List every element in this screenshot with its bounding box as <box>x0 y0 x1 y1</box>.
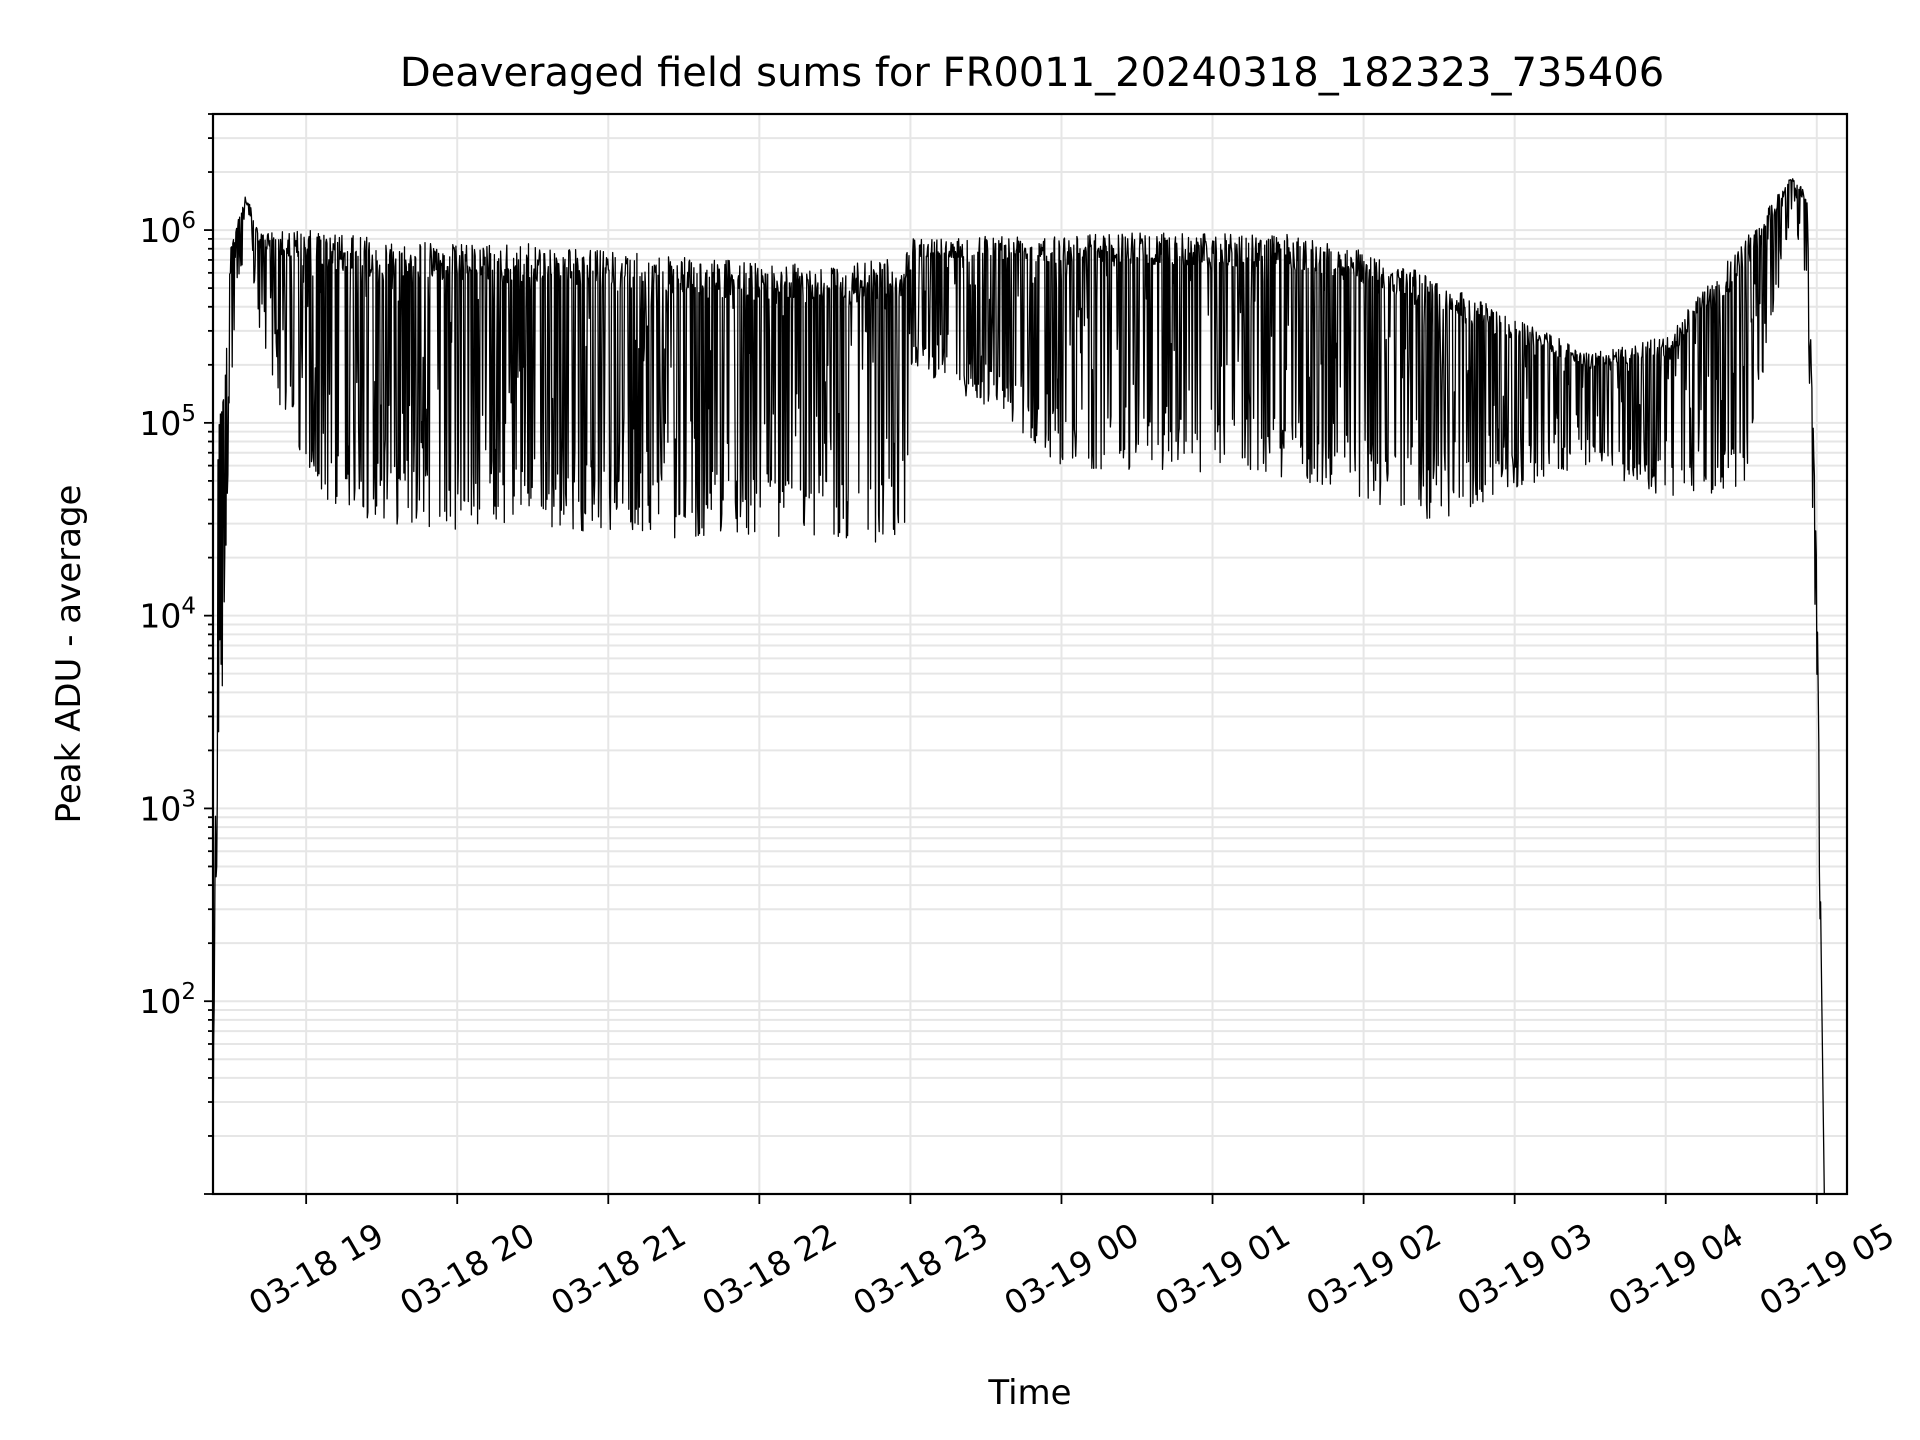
y-tick-exponent: 2 <box>181 979 196 1005</box>
y-axis-label: Peak ADU - average <box>49 485 89 824</box>
x-axis-label: Time <box>987 1373 1071 1413</box>
y-tick-base: 10 <box>139 789 181 828</box>
grid-lines <box>213 113 1847 1195</box>
chart-title: Deaveraged field sums for FR0011_2024031… <box>400 50 1664 96</box>
y-tick-base: 10 <box>139 982 181 1021</box>
y-tick-exponent: 4 <box>181 594 196 620</box>
y-tick-label: 102 <box>139 979 196 1021</box>
axes-frame <box>211 112 1849 1196</box>
series-line <box>212 178 1825 1195</box>
y-tick-label: 104 <box>139 594 196 636</box>
y-tick-exponent: 6 <box>181 208 196 234</box>
y-tick-base: 10 <box>139 404 181 443</box>
y-tick-label: 105 <box>139 401 196 443</box>
y-tick-exponent: 5 <box>181 401 196 427</box>
plot-area <box>212 178 1825 1195</box>
y-tick-base: 10 <box>139 211 181 250</box>
y-tick-label: 103 <box>139 786 196 828</box>
y-tick-exponent: 3 <box>181 786 196 812</box>
y-tick-label: 106 <box>139 208 196 250</box>
y-tick-base: 10 <box>139 597 181 636</box>
